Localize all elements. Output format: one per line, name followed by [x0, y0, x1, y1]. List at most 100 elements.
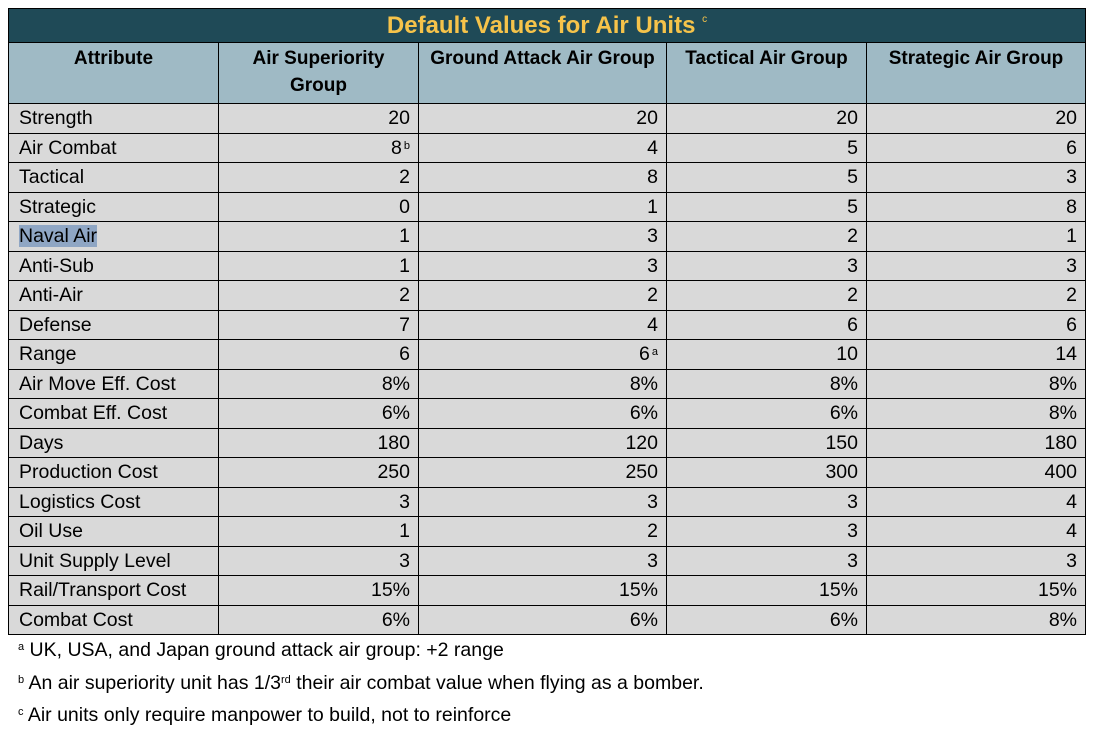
cell-value: 250 — [625, 461, 658, 484]
table-row: Naval Air 1 3 2 1 — [8, 221, 1087, 252]
value-cell: 6% — [418, 604, 667, 635]
cell-value: 6% — [829, 608, 858, 631]
row-label: Naval Air — [19, 225, 98, 248]
value-cell: 3 — [218, 545, 419, 576]
table-row: Tactical 2 8 5 3 — [8, 162, 1087, 193]
value-cell: 4 — [865, 516, 1087, 547]
value-cell: 300 — [666, 457, 867, 488]
row-label-cell: Tactical — [8, 162, 219, 193]
value-cell: 3 — [418, 486, 667, 517]
cell-value: 180 — [1044, 431, 1078, 454]
cell-value: 15% — [818, 579, 858, 602]
value-cell: 180 — [218, 427, 419, 458]
cell-value: 6% — [629, 608, 658, 631]
cell-value: 6 — [399, 343, 410, 366]
value-cell: 20 — [666, 103, 867, 134]
row-label-cell: Air Move Eff. Cost — [8, 368, 219, 399]
cell-value: 3 — [647, 254, 658, 277]
cell-value: 4 — [1066, 520, 1078, 543]
value-cell: 5 — [666, 162, 867, 193]
value-cell: 250 — [418, 457, 667, 488]
cell-value: 5 — [847, 195, 858, 218]
value-cell: 6 — [218, 339, 419, 370]
row-label-cell: Anti-Sub — [8, 250, 219, 281]
table-row: Air Combat 8 b 4 5 6 — [8, 132, 1087, 163]
table-row: Production Cost 250 250 300 400 — [8, 457, 1087, 488]
cell-value: 3 — [647, 490, 658, 513]
row-label: Rail/Transport Cost — [19, 579, 187, 602]
table-row: Range 6 6 a 10 14 — [8, 339, 1087, 370]
table-body: Strength 20 20 20 20 Air Combat 8 b 4 5 6 Tactical 2… — [8, 103, 1087, 635]
cell-value: 0 — [399, 195, 410, 218]
cell-value: 6% — [381, 608, 410, 631]
cell-value: 3 — [1066, 254, 1078, 277]
cell-value: 8 — [391, 136, 402, 159]
value-cell: 3 — [418, 250, 667, 281]
value-cell: 7 — [218, 309, 419, 340]
row-label: Combat Cost — [19, 608, 133, 631]
value-cell: 0 — [218, 191, 419, 222]
row-label: Strategic — [19, 195, 96, 218]
value-cell: 150 — [666, 427, 867, 458]
row-label: Anti-Sub — [19, 254, 94, 277]
value-cell: 4 — [865, 486, 1087, 517]
cell-value: 6 — [1066, 313, 1078, 336]
table-row: Logistics Cost 3 3 3 4 — [8, 486, 1087, 517]
row-label-cell: Combat Cost — [8, 604, 219, 635]
row-label-cell: Strategic — [8, 191, 219, 222]
value-cell: 2 — [218, 162, 419, 193]
cell-value: 10 — [836, 343, 858, 366]
cell-value: 6% — [629, 402, 658, 425]
value-cell: 3 — [418, 221, 667, 252]
cell-value: 6 — [847, 313, 858, 336]
cell-value: 3 — [847, 254, 858, 277]
cell-value: 2 — [647, 284, 658, 307]
cell-value: 2 — [1066, 284, 1078, 307]
row-label: Air Move Eff. Cost — [19, 372, 176, 395]
footnote-mark: b — [18, 673, 25, 686]
footnote-text: Air units only require manpower to build… — [23, 704, 512, 726]
value-cell: 8% — [865, 398, 1087, 429]
value-cell: 8 — [418, 162, 667, 193]
value-cell: 2 — [418, 280, 667, 311]
value-cell: 4 — [418, 309, 667, 340]
footnote-text-continued: their air combat value when flying as a … — [290, 671, 704, 694]
value-cell: 1 — [418, 191, 667, 222]
table-title: Default Values for Air Units c — [7, 8, 1087, 43]
value-cell: 3 — [218, 486, 419, 517]
table-row: Rail/Transport Cost 15% 15% 15% 15% — [8, 575, 1087, 606]
cell-value: 6 — [639, 343, 650, 366]
cell-value: 6% — [829, 402, 858, 425]
cell-value: 8 — [1066, 195, 1078, 218]
cell-value: 3 — [1066, 166, 1078, 189]
cell-value: 400 — [1044, 461, 1078, 484]
table-row: Unit Supply Level 3 3 3 3 — [8, 545, 1087, 576]
table-row: Strategic 0 1 5 8 — [8, 191, 1087, 222]
cell-value: 4 — [1066, 490, 1078, 513]
row-label: Unit Supply Level — [19, 549, 171, 572]
row-label-cell: Anti-Air — [8, 280, 219, 311]
value-cell: 2 — [666, 221, 867, 252]
row-label-cell: Strength — [8, 103, 219, 134]
value-cell: 15% — [218, 575, 419, 606]
air-units-table: Default Values for Air Units c Attribute… — [7, 8, 1087, 635]
value-cell: 6 — [666, 309, 867, 340]
value-cell: 6% — [218, 604, 419, 635]
value-cell: 15% — [865, 575, 1087, 606]
cell-value: 6 — [1066, 136, 1078, 159]
table-row: Anti-Sub 1 3 3 3 — [8, 250, 1087, 281]
cell-value: 2 — [399, 166, 410, 189]
column-header-ground-attack-air-group: Ground Attack Air Group — [418, 42, 667, 104]
cell-value: 8% — [381, 372, 410, 395]
table-row: Air Move Eff. Cost 8% 8% 8% 8% — [8, 368, 1087, 399]
cell-value: 4 — [647, 136, 658, 159]
table-row: Combat Eff. Cost 6% 6% 6% 8% — [8, 398, 1087, 429]
value-cell: 8% — [666, 368, 867, 399]
table-row: Combat Cost 6% 6% 6% 8% — [8, 604, 1087, 635]
row-label: Range — [19, 343, 77, 366]
value-cell: 1 — [218, 221, 419, 252]
value-cell: 2 — [418, 516, 667, 547]
cell-value: 15% — [618, 579, 658, 602]
row-label-cell: Oil Use — [8, 516, 219, 547]
